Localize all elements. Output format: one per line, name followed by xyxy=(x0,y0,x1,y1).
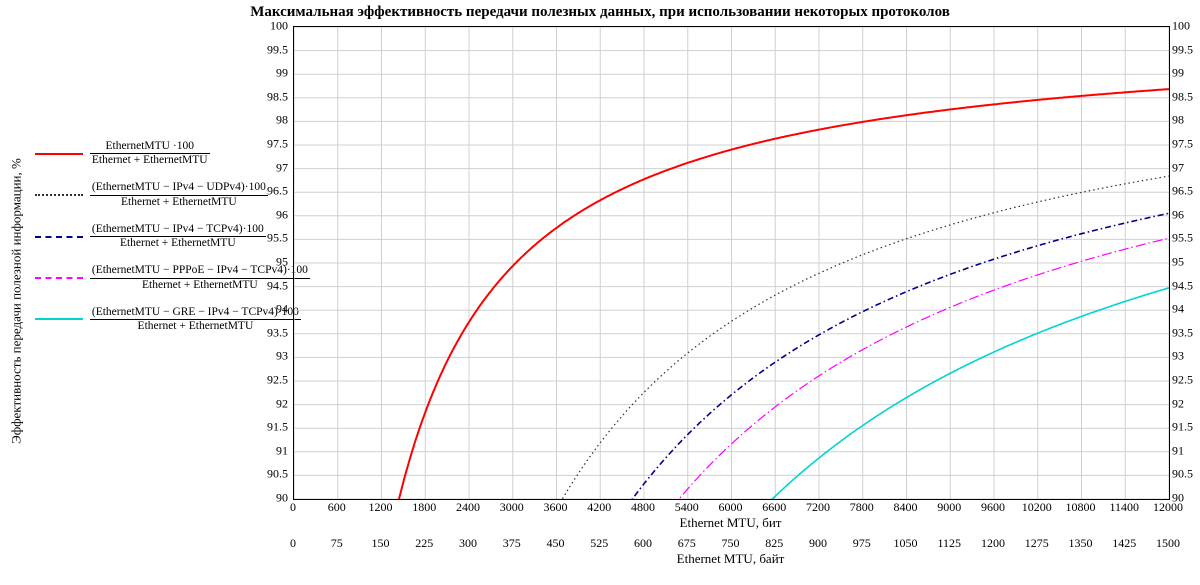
x-tick-bytes: 1275 xyxy=(1025,536,1049,551)
x-tick-bytes: 450 xyxy=(547,536,565,551)
legend-formula: (EthernetMTU − IPv4 − UDPv4)·100Ethernet… xyxy=(90,181,268,208)
y-tick-right: 95.5 xyxy=(1172,231,1193,246)
x-tick-bits: 1200 xyxy=(369,500,393,515)
y-tick-right: 98.5 xyxy=(1172,89,1193,104)
legend-formula: EthernetMTU ·100Ethernet + EthernetMTU xyxy=(90,140,210,167)
y-tick-right: 91 xyxy=(1172,443,1184,458)
x-tick-bytes: 0 xyxy=(290,536,296,551)
x-tick-bits: 8400 xyxy=(894,500,918,515)
y-tick: 95.5 xyxy=(267,231,288,246)
x-tick-bits: 10200 xyxy=(1022,500,1052,515)
y-tick: 91 xyxy=(276,443,288,458)
y-tick-right: 91.5 xyxy=(1172,420,1193,435)
y-tick: 90 xyxy=(276,491,288,506)
y-tick: 100 xyxy=(270,19,288,34)
x-tick-bytes: 525 xyxy=(590,536,608,551)
y-axis-label: Эффективность передачи полезной информац… xyxy=(8,158,24,444)
chart-plot-area xyxy=(293,26,1170,500)
legend-swatch xyxy=(35,236,83,238)
x-tick-bytes: 975 xyxy=(853,536,871,551)
chart-title: Максимальная эффективность передачи поле… xyxy=(0,4,1200,21)
x-tick-bits: 0 xyxy=(290,500,296,515)
y-tick: 93 xyxy=(276,349,288,364)
y-tick-right: 93.5 xyxy=(1172,325,1193,340)
x-tick-bytes: 1125 xyxy=(937,536,961,551)
x-tick-bits: 3600 xyxy=(544,500,568,515)
x-tick-bytes: 825 xyxy=(765,536,783,551)
x-tick-bytes: 150 xyxy=(372,536,390,551)
y-tick-right: 100 xyxy=(1172,19,1190,34)
y-tick: 96 xyxy=(276,207,288,222)
y-tick-right: 95 xyxy=(1172,255,1184,270)
x-axis-label-bytes: Ethernet MTU, байт xyxy=(293,551,1168,567)
x-tick-bits: 600 xyxy=(328,500,346,515)
legend-swatch xyxy=(35,194,83,196)
x-tick-bytes: 1050 xyxy=(894,536,918,551)
x-tick-bytes: 375 xyxy=(503,536,521,551)
x-tick-bits: 4800 xyxy=(631,500,655,515)
y-tick-right: 99.5 xyxy=(1172,42,1193,57)
y-tick: 95 xyxy=(276,255,288,270)
y-tick-right: 92.5 xyxy=(1172,373,1193,388)
y-tick-right: 99 xyxy=(1172,66,1184,81)
x-tick-bits: 5400 xyxy=(675,500,699,515)
x-tick-bits: 7200 xyxy=(806,500,830,515)
x-tick-bits: 1800 xyxy=(412,500,436,515)
y-tick: 97.5 xyxy=(267,137,288,152)
x-tick-bits: 11400 xyxy=(1109,500,1139,515)
y-tick-right: 98 xyxy=(1172,113,1184,128)
y-tick-right: 92 xyxy=(1172,396,1184,411)
y-tick: 99.5 xyxy=(267,42,288,57)
y-tick: 93.5 xyxy=(267,325,288,340)
x-tick-bits: 3000 xyxy=(500,500,524,515)
y-tick-right: 96.5 xyxy=(1172,184,1193,199)
y-tick: 94 xyxy=(276,302,288,317)
x-tick-bytes: 1500 xyxy=(1156,536,1180,551)
x-axis-label-bits: Ethernet MTU, бит xyxy=(293,515,1168,531)
y-tick: 92.5 xyxy=(267,373,288,388)
x-tick-bytes: 1425 xyxy=(1112,536,1136,551)
legend-swatch xyxy=(35,277,83,279)
legend-formula: (EthernetMTU − IPv4 − TCPv4)·100Ethernet… xyxy=(90,223,266,250)
x-tick-bits: 6000 xyxy=(719,500,743,515)
y-tick-right: 90.5 xyxy=(1172,467,1193,482)
y-tick: 94.5 xyxy=(267,278,288,293)
y-tick-right: 94.5 xyxy=(1172,278,1193,293)
y-tick: 98 xyxy=(276,113,288,128)
y-tick: 97 xyxy=(276,160,288,175)
y-tick: 96.5 xyxy=(267,184,288,199)
legend-swatch xyxy=(35,153,83,155)
y-tick-right: 96 xyxy=(1172,207,1184,222)
y-tick: 92 xyxy=(276,396,288,411)
x-tick-bits: 2400 xyxy=(456,500,480,515)
x-tick-bits: 9600 xyxy=(981,500,1005,515)
x-tick-bytes: 1200 xyxy=(981,536,1005,551)
x-tick-bits: 9000 xyxy=(937,500,961,515)
x-tick-bits: 7800 xyxy=(850,500,874,515)
y-tick-right: 94 xyxy=(1172,302,1184,317)
y-tick-right: 97.5 xyxy=(1172,137,1193,152)
x-tick-bits: 4200 xyxy=(587,500,611,515)
x-tick-bytes: 1350 xyxy=(1069,536,1093,551)
x-tick-bytes: 600 xyxy=(634,536,652,551)
y-tick: 91.5 xyxy=(267,420,288,435)
y-tick-right: 97 xyxy=(1172,160,1184,175)
x-tick-bits: 6600 xyxy=(762,500,786,515)
y-tick-right: 93 xyxy=(1172,349,1184,364)
x-tick-bytes: 75 xyxy=(331,536,343,551)
x-tick-bytes: 225 xyxy=(415,536,433,551)
x-tick-bits: 12000 xyxy=(1153,500,1183,515)
x-tick-bytes: 675 xyxy=(678,536,696,551)
x-tick-bytes: 900 xyxy=(809,536,827,551)
y-tick: 90.5 xyxy=(267,467,288,482)
x-tick-bits: 10800 xyxy=(1066,500,1096,515)
x-tick-bytes: 750 xyxy=(722,536,740,551)
legend-swatch xyxy=(35,318,83,320)
x-tick-bytes: 300 xyxy=(459,536,477,551)
y-tick: 99 xyxy=(276,66,288,81)
y-tick: 98.5 xyxy=(267,89,288,104)
